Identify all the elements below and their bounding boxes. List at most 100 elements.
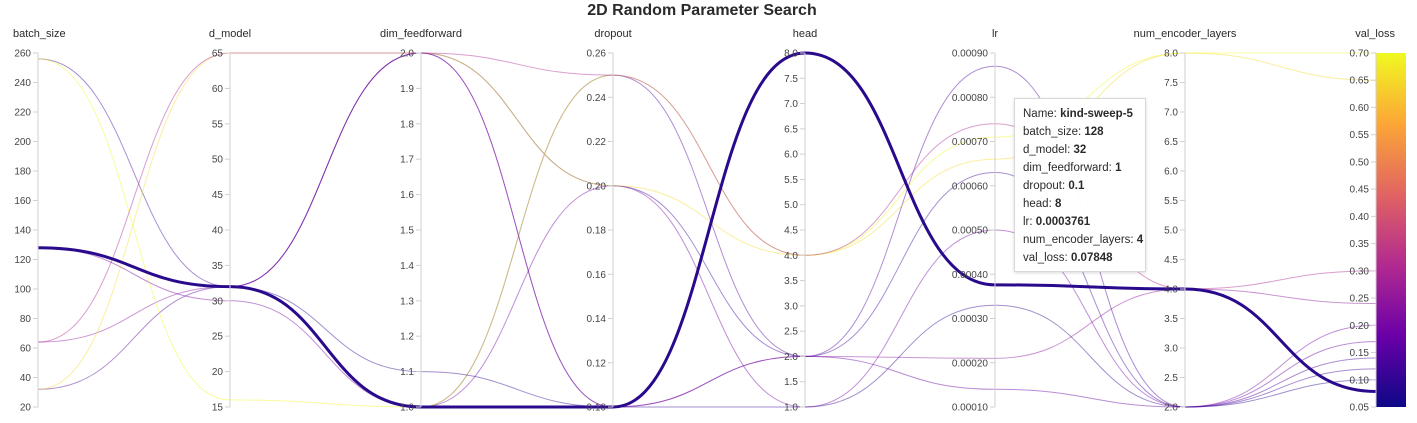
tick-label: 0.12	[587, 358, 607, 369]
tick-label: 0.00070	[952, 137, 989, 148]
tick-label: 30	[212, 296, 224, 307]
tick-label: 1.7	[400, 155, 414, 166]
run-line[interactable]	[37, 52, 1376, 408]
axis-dropout[interactable]: dropout 0.26 0.24 0.22 0.20 0.18 0.16 0.14 0.12 0…	[587, 28, 632, 414]
tick-label: 0.60	[1350, 103, 1370, 114]
run-line[interactable]	[37, 52, 1377, 390]
tick-label: 4.5	[784, 226, 798, 237]
tick-label: 160	[14, 196, 31, 207]
axis-lr[interactable]: lr0.00090 0.00080 0.00070 0.00060 0.00050 0.0…	[952, 28, 999, 414]
tick-label: 60	[212, 84, 224, 95]
tick-label: 7.0	[784, 99, 798, 110]
tick-label: 1.4	[400, 261, 414, 272]
axis-label: dim_feedforward	[380, 28, 462, 40]
tick-label: 0.00010	[952, 403, 989, 414]
tooltip-row-lr: lr: 0.0003761	[1023, 213, 1137, 231]
tick-label: 1.0	[400, 403, 414, 414]
axis-dim-feedforward[interactable]: dim_feedforward 2.0 1.9 1.8 1.7 1.6 1.5 1.4 1.3 1…	[380, 28, 462, 414]
tick-label: 3.5	[1164, 314, 1178, 325]
tick-label: 0.65	[1350, 76, 1370, 87]
tooltip-value: 0.07848	[1070, 252, 1113, 264]
tooltip-key: lr:	[1023, 216, 1033, 228]
tick-label: 5.5	[1164, 196, 1178, 207]
tick-label: 0.16	[587, 270, 607, 281]
tick-label: 3.0	[784, 301, 798, 312]
tooltip-key: head:	[1023, 198, 1052, 210]
tooltip-value: 4	[1136, 234, 1144, 246]
tick-label: 7.5	[1164, 78, 1178, 89]
axis-val-loss[interactable]: val_loss 0.70 0.65 0.60 0.55 0.50 0.45 0.40 0.35…	[1350, 28, 1406, 414]
tick-label: 35	[212, 261, 224, 272]
tick-label: 2.5	[784, 327, 798, 338]
tooltip-key: batch_size:	[1023, 126, 1082, 138]
tick-label: 5.5	[784, 175, 798, 186]
tick-label: 0.35	[1350, 239, 1370, 250]
tick-label: 0.00030	[952, 314, 989, 325]
tick-label: 80	[20, 314, 32, 325]
axis-label: batch_size	[13, 28, 66, 40]
tick-label: 6.0	[1164, 167, 1178, 178]
run-line[interactable]	[37, 52, 1377, 408]
tooltip-value: kind-sweep-5	[1060, 108, 1133, 120]
axis-num-encoder-layers[interactable]: num_encoder_layers 8.0 7.5 7.0 6.5 6.0 5.5 5.0 4…	[1134, 28, 1237, 414]
tick-label: 1.6	[400, 190, 414, 201]
run-tooltip: Name: kind-sweep-5 batch_size: 128 d_mod…	[1014, 98, 1146, 272]
tick-label: 55	[212, 119, 224, 130]
axis-label: head	[793, 28, 817, 40]
tick-label: 2.5	[1164, 373, 1178, 384]
run-line-highlighted[interactable]	[37, 51, 1377, 409]
tooltip-row-batch-size: batch_size: 128	[1023, 123, 1137, 141]
tick-label: 1.0	[784, 403, 798, 414]
tick-label: 40	[20, 373, 32, 384]
tooltip-row-dropout: dropout: 0.1	[1023, 177, 1137, 195]
chart-title: 2D Random Parameter Search	[587, 2, 816, 19]
run-line[interactable]	[37, 52, 1377, 408]
tick-label: 50	[212, 155, 224, 166]
tick-label: 0.14	[587, 314, 607, 325]
axis-batch-size[interactable]: batch_size 260 240 220 200 180 160 140 120 100 80 6…	[13, 28, 66, 414]
tick-label: 0.50	[1350, 157, 1370, 168]
tooltip-value: 0.1	[1068, 180, 1085, 192]
tick-label: 5.0	[784, 200, 798, 211]
tooltip-value: 0.0003761	[1035, 216, 1091, 228]
tick-label: 1.5	[400, 226, 414, 237]
tick-label: 4.5	[1164, 255, 1178, 266]
run-line[interactable]	[37, 247, 1377, 408]
tick-label: 8.0	[784, 49, 798, 60]
tick-label: 0.00040	[952, 270, 989, 281]
run-line[interactable]	[37, 185, 1377, 408]
tick-label: 2.0	[784, 352, 798, 363]
tick-label: 0.10	[587, 403, 607, 414]
tick-label: 60	[20, 344, 32, 355]
axis-head[interactable]: head 8.0 7.5 7.0 6.5 6.0 5.5 5.0 4.5 4.0 3.5 3.0 2.5…	[784, 28, 817, 414]
tooltip-key: num_encoder_layers:	[1023, 234, 1134, 246]
tick-label: 25	[212, 332, 224, 343]
tick-label: 8.0	[1164, 49, 1178, 60]
colorbar	[1376, 53, 1406, 407]
tooltip-key: dropout:	[1023, 180, 1066, 192]
tick-label: 3.0	[1164, 344, 1178, 355]
tick-label: 2.0	[400, 49, 414, 60]
tooltip-row-val-loss: val_loss: 0.07848	[1023, 249, 1137, 267]
tick-label: 100	[14, 285, 31, 296]
tick-label: 0.45	[1350, 185, 1370, 196]
tooltip-row-num-encoder-layers: num_encoder_layers: 4	[1023, 231, 1143, 249]
tick-label: 20	[20, 403, 32, 414]
tick-label: 0.05	[1350, 403, 1370, 414]
tick-label: 0.20	[1350, 321, 1370, 332]
tick-label: 40	[212, 226, 224, 237]
tick-label: 45	[212, 190, 224, 201]
axis-label: dropout	[594, 28, 631, 40]
axes: batch_size260240220200180160140120100806…	[13, 28, 1406, 414]
tick-label: 0.00090	[952, 49, 989, 60]
run-lines	[37, 51, 1377, 409]
tooltip-value: 32	[1073, 144, 1087, 156]
tick-label: 15	[212, 403, 224, 414]
tooltip-key: Name:	[1023, 108, 1057, 120]
axis-d-model[interactable]: d_model 65 60 55 50 45 40 35 30 25 20 15	[209, 28, 251, 414]
tick-label: 0.20	[587, 181, 607, 192]
tick-label: 1.8	[400, 119, 414, 130]
tooltip-row-dim-feedforward: dim_feedforward: 1	[1023, 159, 1137, 177]
tick-label: 1.9	[400, 84, 414, 95]
tick-label: 0.70	[1350, 49, 1370, 60]
